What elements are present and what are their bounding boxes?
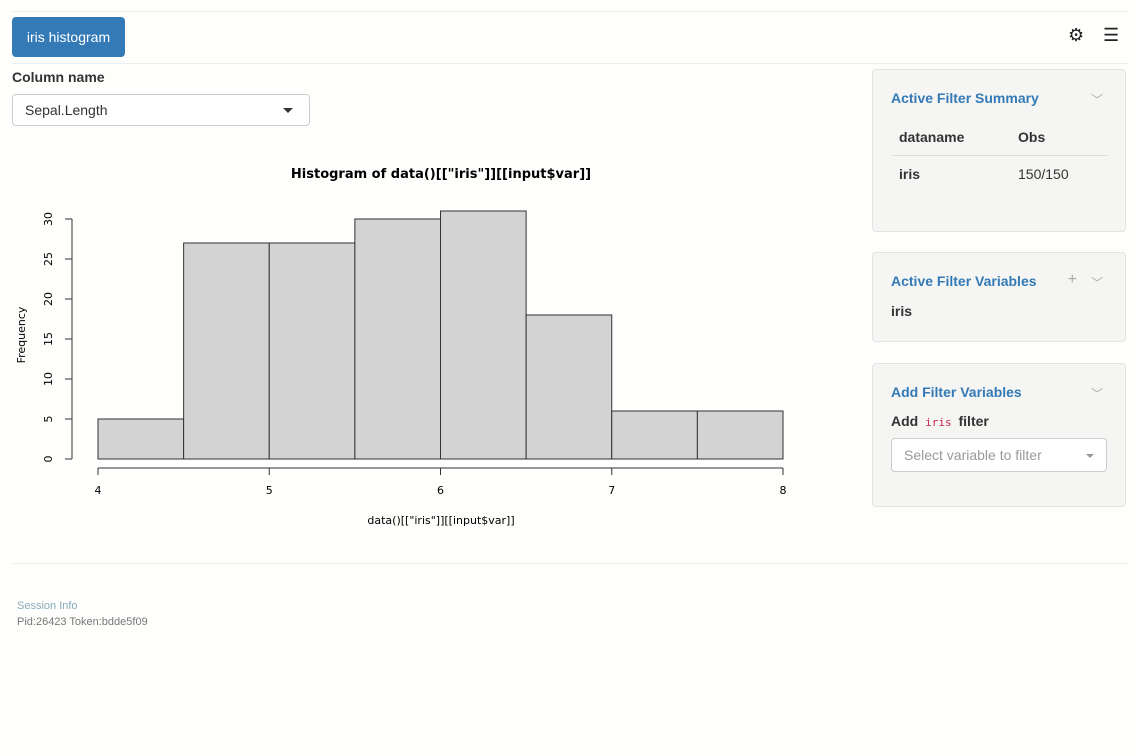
y-tick-label: 10 [42, 372, 55, 386]
caret-down-icon [1086, 454, 1094, 458]
y-tick-label: 0 [42, 456, 55, 463]
cell-obs: 150/150 [1018, 166, 1069, 182]
chevron-down-icon[interactable]: ﹀ [1090, 276, 1103, 290]
variable-select-placeholder: Select variable to filter [904, 447, 1042, 463]
add-filter-variables-panel: Add Filter Variables ﹀ Add iris filter S… [872, 363, 1126, 507]
x-axis-label: data()[["iris"]][[input$var]] [367, 514, 514, 527]
y-tick-label: 25 [42, 252, 55, 266]
column-select-value: Sepal.Length [25, 102, 108, 118]
x-tick-label: 8 [780, 484, 787, 497]
histogram-bar [696, 410, 784, 460]
chart-title: Histogram of data()[["iris"]][[input$var… [291, 167, 591, 182]
x-tick-label: 7 [608, 484, 615, 497]
column-select[interactable]: Sepal.Length [12, 94, 310, 126]
session-pid-token: Pid:26423 Token:bdde5f09 [17, 616, 148, 628]
histogram-chart: Histogram of data()[["iris"]][[input$var… [15, 167, 787, 527]
x-tick-label: 6 [437, 484, 444, 497]
active-filter-summary-panel: Active Filter Summary ﹀ dataname Obs iri… [872, 69, 1126, 232]
y-axis-label: Frequency [15, 306, 28, 363]
divider [12, 63, 1128, 64]
col-header-dataname: dataname [899, 129, 965, 145]
cell-dataname: iris [899, 166, 921, 182]
col-header-obs: Obs [1018, 129, 1046, 145]
caret-down-icon [283, 108, 293, 113]
chevron-down-icon[interactable]: ﹀ [1090, 387, 1103, 401]
dataset-name: iris [891, 303, 913, 319]
histogram-bar [354, 218, 441, 460]
y-tick-label: 5 [42, 416, 55, 423]
session-info-label: Session Info [17, 600, 78, 612]
hamburger-icon[interactable]: ☰ [1103, 25, 1120, 45]
filter-label: filter [958, 413, 989, 429]
panel-title: Active Filter Variables [891, 273, 1037, 289]
y-tick-label: 30 [42, 212, 55, 226]
panel-title: Add Filter Variables [891, 384, 1022, 400]
divider [893, 155, 1107, 156]
variable-select[interactable]: Select variable to filter [891, 438, 1107, 472]
dataset-code: iris [925, 416, 952, 429]
add-label: Add [891, 413, 919, 429]
chevron-down-icon[interactable]: ﹀ [1090, 93, 1103, 107]
histogram-bar [97, 418, 185, 460]
plus-icon[interactable]: + [1067, 271, 1077, 288]
gear-icon[interactable]: ⚙ [1068, 25, 1085, 45]
histogram-bar [183, 242, 270, 460]
histogram-bar [525, 314, 613, 460]
histogram-bar [611, 410, 698, 460]
active-filter-variables-panel: Active Filter Variables + ﹀ iris [872, 252, 1126, 342]
column-name-label: Column name [12, 69, 105, 85]
x-tick-label: 5 [266, 484, 273, 497]
y-tick-label: 20 [42, 292, 55, 306]
tab-iris-histogram[interactable]: iris histogram [12, 17, 125, 57]
panel-title: Active Filter Summary [891, 90, 1039, 106]
histogram-bar [440, 210, 527, 460]
histogram-bar [268, 242, 356, 460]
divider [12, 563, 1128, 564]
y-tick-label: 15 [42, 332, 55, 346]
x-tick-label: 4 [95, 484, 102, 497]
divider [12, 11, 1128, 12]
